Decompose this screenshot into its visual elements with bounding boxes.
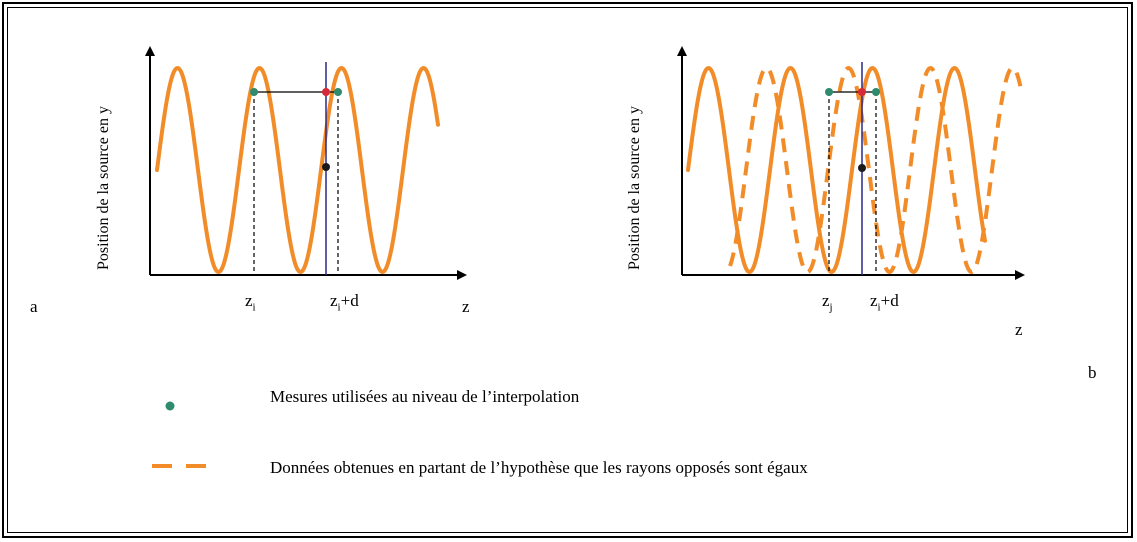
panel-a-mark-zid: zi+d <box>330 291 359 314</box>
panel-b-measure-dot-right <box>872 88 880 96</box>
panel-a-letter: a <box>30 297 38 316</box>
panel-b <box>677 46 1025 280</box>
panel-b-x-axis-label: z <box>1015 320 1023 339</box>
panel-b-interp-dot <box>858 88 866 96</box>
panel-b-sine-curve <box>686 66 987 274</box>
panel-a-sine-curve <box>155 66 440 274</box>
panel-a-x-axis-label: z <box>462 297 470 316</box>
panel-a-interp-dot <box>322 88 330 96</box>
panel-a-measure-dot-left <box>250 88 258 96</box>
panel-a-measure-dot-right <box>334 88 342 96</box>
panel-a <box>145 46 467 280</box>
panel-a-result-dot <box>322 163 330 171</box>
panel-b-y-axis-label: Position de la source en y <box>626 106 643 270</box>
panel-a-mark-zi: zi <box>245 291 256 314</box>
panel-a-y-axis-label: Position de la source en y <box>95 106 112 270</box>
legend-opposite-rays-label: Données obtenues en partant de l’hypothè… <box>270 458 808 477</box>
panel-b-mark-zid: zi+d <box>870 291 899 314</box>
panel-b-measure-dot-left <box>825 88 833 96</box>
panel-b-mark-zj: zj <box>822 291 833 314</box>
inner-frame <box>7 7 1128 533</box>
legend-measures-label: Mesures utilisées au niveau de l’interpo… <box>270 387 580 406</box>
panel-b-result-dot <box>858 164 866 172</box>
panel-b-letter: b <box>1088 363 1097 382</box>
legend-measure-dot <box>165 401 175 411</box>
